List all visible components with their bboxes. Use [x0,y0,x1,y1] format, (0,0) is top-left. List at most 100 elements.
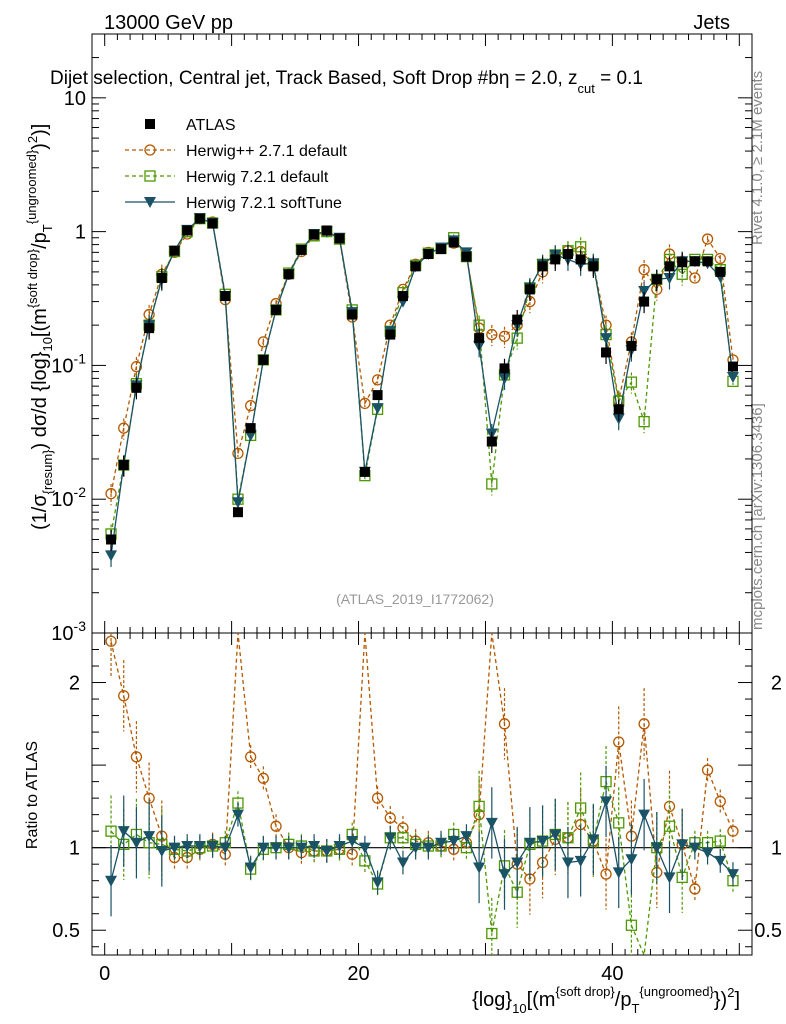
data-point [613,817,625,829]
data-point [460,831,473,843]
data-point [105,875,118,887]
x-tick-label: 40 [601,963,623,985]
main-y-tick-label: 10-2 [51,484,86,511]
data-point [169,245,180,256]
data-point [600,868,612,880]
data-point [333,841,346,853]
data-point [498,869,511,881]
data-point [588,261,599,272]
data-point [105,488,117,500]
energy-label: 13000 GeV pp [104,12,233,34]
legend-label: ATLAS [186,117,236,134]
data-point [550,254,561,265]
series-line [110,217,734,535]
data-point [651,274,662,285]
data-point [130,751,143,763]
ratio-series-herwig-7-2-1-default [105,745,739,958]
data-point [499,363,510,374]
main-series-atlas [106,213,738,552]
series-line [110,632,734,890]
data-point [625,854,638,866]
data-point [638,263,650,276]
data-point [282,842,295,854]
data-point [498,718,511,730]
data-point [575,254,586,265]
main-series-herwig-7-2-1-default [105,213,739,546]
data-point [321,225,332,236]
data-point [638,718,650,730]
data-point [130,837,143,849]
chart-title: Dijet selection, Central jet, Track Base… [50,68,643,96]
data-point [181,841,194,853]
data-point [220,291,231,302]
data-point [587,834,600,846]
data-point [105,825,117,837]
series-line [110,779,734,958]
main-y-tick-label: 10-3 [51,618,86,645]
data-point [193,841,206,853]
data-point [638,415,650,428]
data-point [512,314,523,325]
analysis-watermark: (ATLAS_2019_I1772062) [336,591,494,607]
data-point [435,837,448,849]
data-point [626,340,637,351]
data-point [231,497,244,509]
ratio-y-tick-label: 0.5 [52,920,80,942]
data-point [397,832,409,844]
ratio-panel-frame [91,632,753,956]
data-point [701,764,714,776]
data-point [663,872,676,884]
data-point [701,233,714,245]
data-point [106,534,117,545]
data-point [537,261,548,272]
data-point [244,430,257,442]
data-point [410,261,421,272]
data-point [232,447,244,460]
data-point [726,869,739,881]
data-point [461,251,472,262]
ratio-y-tick-label-right: 0.5 [754,920,782,942]
data-point [575,802,587,814]
data-point [105,635,117,647]
data-point [422,842,435,854]
data-point [536,836,549,848]
ratio-y-tick-label-right: 2 [771,673,782,695]
data-point [182,225,193,236]
data-point [130,360,143,373]
legend-label: Herwig 7.2.1 softTune [186,195,342,212]
data-point [486,478,498,490]
data-point [423,249,434,260]
data-point [689,272,701,284]
data-point [523,837,536,849]
data-point [257,772,269,784]
data-point [561,857,574,869]
legend-marker [145,119,155,129]
data-point [638,285,651,297]
data-point [447,836,460,848]
data-point [371,403,384,415]
data-point [702,256,713,267]
data-point [385,329,396,340]
ratio-ylabel: Ratio to ATLAS [24,741,41,849]
main-ylabel: (1/σ{resum}) dσ/d {log}10[(m{soft drop}/… [24,124,55,530]
data-point [612,867,625,879]
data-point [155,845,168,857]
legend-entry: Herwig 7.2.1 softTune [125,195,342,212]
data-point [334,233,345,244]
data-point [726,371,739,383]
main-y-tick-label: 10-1 [51,350,86,377]
data-point [219,842,232,854]
ratio-y-tick-label-right: 1 [771,838,782,860]
data-point [409,842,422,854]
data-point [676,839,689,851]
data-point [231,809,244,821]
data-point [436,244,447,255]
data-point [613,736,625,748]
data-point [511,857,524,869]
x-axis-title: {log}10[(m{soft drop}/pT{ungroomed}})2] [472,984,740,1016]
data-point [257,842,270,854]
data-point [714,855,727,867]
data-point [625,919,638,931]
data-point [396,857,409,869]
data-point [271,304,282,315]
